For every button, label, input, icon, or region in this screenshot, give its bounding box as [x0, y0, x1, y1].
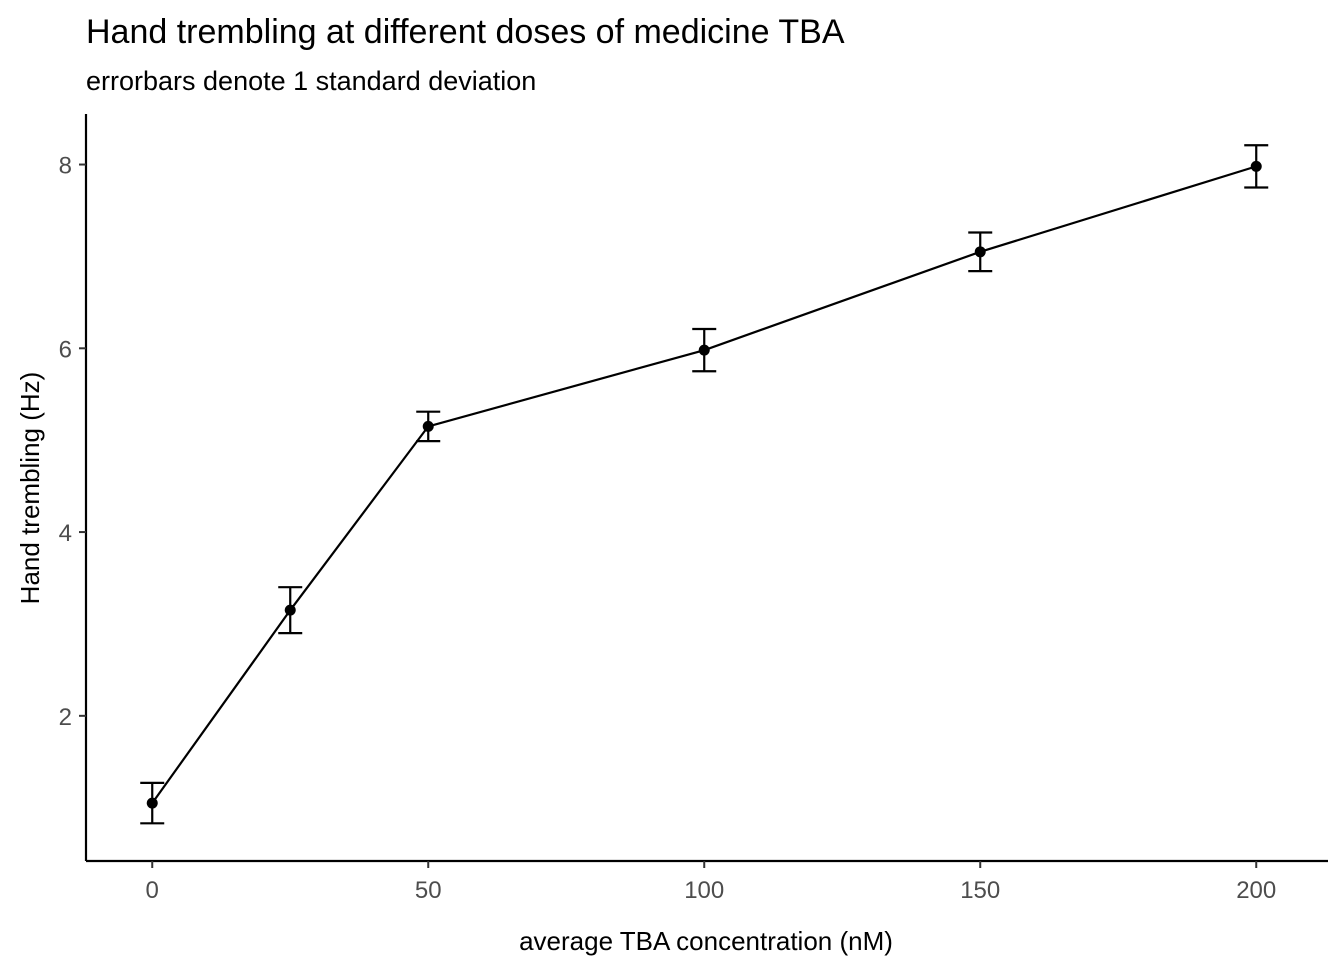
- x-axis-title: average TBA concentration (nM): [519, 926, 893, 956]
- x-tick-label: 100: [684, 877, 724, 904]
- y-tick-label: 2: [59, 704, 72, 731]
- y-tick-label: 4: [59, 520, 72, 547]
- y-axis-title: Hand trembling (Hz): [15, 372, 45, 605]
- data-point: [146, 797, 158, 809]
- y-tick-label: 8: [59, 153, 72, 180]
- x-tick-label: 0: [146, 877, 159, 904]
- x-tick-label: 150: [960, 877, 1000, 904]
- data-point: [698, 344, 710, 356]
- series-line: [151, 165, 1257, 804]
- data-point: [422, 420, 434, 432]
- data-point: [974, 246, 986, 258]
- plot-marks: [140, 144, 1269, 825]
- data-point: [284, 604, 296, 616]
- data-point: [1250, 160, 1262, 172]
- x-tick-label: 50: [415, 877, 442, 904]
- chart-title: Hand trembling at different doses of med…: [86, 13, 845, 51]
- x-tick-label: 200: [1236, 877, 1276, 904]
- chart-subtitle: errorbars denote 1 standard deviation: [86, 66, 536, 96]
- axes: 0 50 100 150 200 2 4 6 8: [59, 114, 1328, 904]
- y-tick-label: 6: [59, 336, 72, 363]
